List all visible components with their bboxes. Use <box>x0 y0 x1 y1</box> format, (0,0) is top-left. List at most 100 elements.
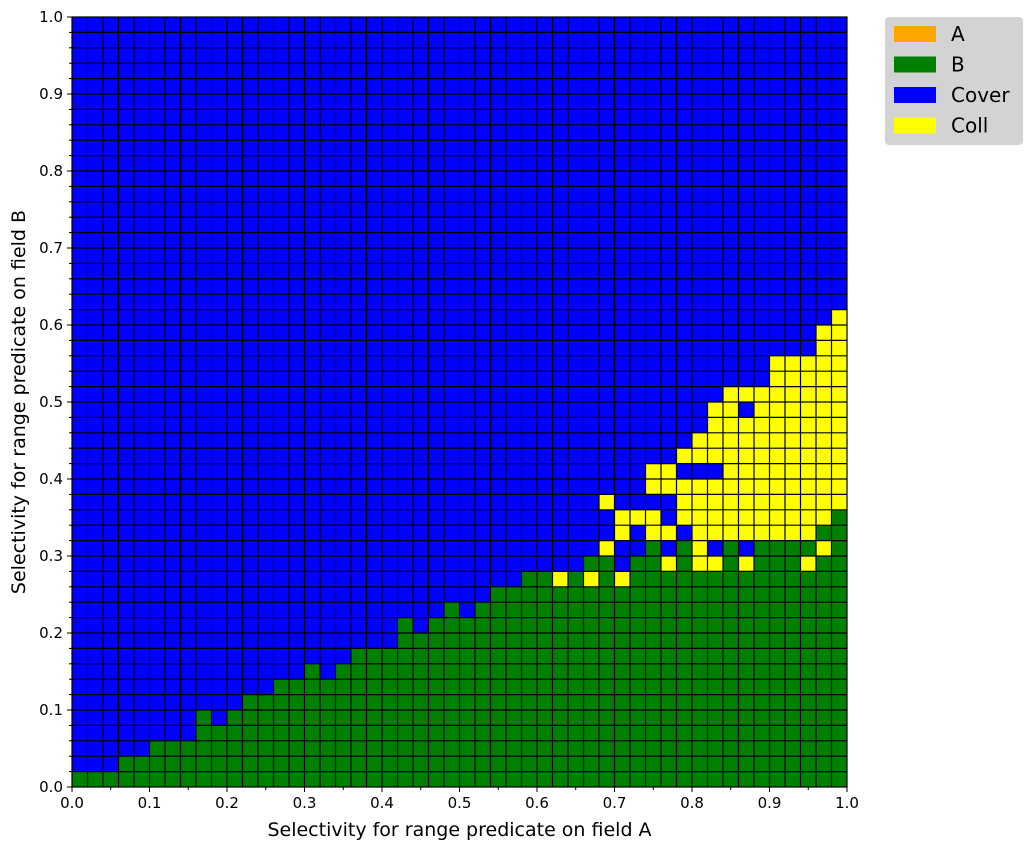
heatmap-cell-cover <box>676 371 692 387</box>
heatmap-cell-cover <box>692 386 708 402</box>
heatmap-cell-coll <box>785 432 801 449</box>
heatmap-cell-cover <box>320 124 336 141</box>
heatmap-cell-cover <box>785 171 801 187</box>
heatmap-cell-cover <box>320 463 336 479</box>
heatmap-cell-cover <box>506 155 522 171</box>
heatmap-cell-cover <box>149 479 165 495</box>
heatmap-cell-cover <box>537 340 553 356</box>
heatmap-cell-cover <box>149 325 165 341</box>
heatmap-cell-b <box>258 771 274 787</box>
heatmap-cell-cover <box>273 94 289 110</box>
heatmap-cell-cover <box>738 309 754 325</box>
heatmap-cell-cover <box>87 710 103 726</box>
heatmap-cell-cover <box>738 248 754 264</box>
heatmap-cell-b <box>568 725 584 741</box>
heatmap-cell-b <box>490 740 506 757</box>
heatmap-cell-b <box>583 663 599 680</box>
heatmap-cell-cover <box>382 463 398 479</box>
heatmap-cell-cover <box>645 402 661 418</box>
heatmap-cell-cover <box>351 294 367 310</box>
heatmap-cell-cover <box>211 448 227 464</box>
heatmap-cell-cover <box>599 186 615 202</box>
heatmap-cell-b <box>506 663 522 680</box>
heatmap-cell-cover <box>134 371 150 387</box>
heatmap-cell-cover <box>289 417 305 433</box>
heatmap-cell-cover <box>754 32 770 48</box>
heatmap-cell-cover <box>304 109 320 125</box>
heatmap-cell-b <box>692 710 708 726</box>
heatmap-cell-cover <box>242 340 258 356</box>
heatmap-cell-cover <box>692 463 708 479</box>
heatmap-cell-cover <box>537 201 553 218</box>
heatmap-cell-b <box>754 694 770 710</box>
heatmap-cell-cover <box>196 663 212 680</box>
heatmap-cell-b <box>382 679 398 695</box>
heatmap-cell-cover <box>661 201 677 218</box>
heatmap-cell-cover <box>800 325 816 341</box>
heatmap-cell-cover <box>413 278 429 295</box>
heatmap-cell-cover <box>785 124 801 141</box>
heatmap-cell-cover <box>320 155 336 171</box>
heatmap-cell-cover <box>258 679 274 695</box>
heatmap-cell-cover <box>490 63 506 79</box>
heatmap-cell-cover <box>227 402 243 418</box>
heatmap-cell-cover <box>676 186 692 202</box>
heatmap-cell-cover <box>72 232 88 248</box>
heatmap-cell-cover <box>754 294 770 310</box>
heatmap-cell-cover <box>397 586 413 603</box>
heatmap-cell-b <box>273 771 289 787</box>
heatmap-cell-cover <box>227 602 243 618</box>
heatmap-cell-b <box>785 602 801 618</box>
heatmap-cell-b <box>831 756 847 772</box>
heatmap-cell-cover <box>785 140 801 156</box>
heatmap-cell-cover <box>118 171 134 187</box>
heatmap-cell-b <box>661 740 677 757</box>
heatmap-cell-b <box>816 725 832 741</box>
heatmap-cell-b <box>707 771 723 787</box>
heatmap-cell-cover <box>103 663 119 680</box>
heatmap-cell-coll <box>831 479 847 495</box>
heatmap-cell-b <box>692 617 708 633</box>
heatmap-cell-cover <box>645 448 661 464</box>
heatmap-cell-cover <box>72 278 88 295</box>
heatmap-cell-cover <box>521 355 537 372</box>
heatmap-cell-cover <box>118 740 134 757</box>
heatmap-cell-cover <box>227 232 243 248</box>
heatmap-cell-cover <box>475 525 491 541</box>
heatmap-cell-b <box>258 694 274 710</box>
heatmap-cell-b <box>444 617 460 633</box>
heatmap-cell-coll <box>723 386 739 402</box>
heatmap-cell-cover <box>227 479 243 495</box>
heatmap-cell-b <box>304 725 320 741</box>
heatmap-cell-cover <box>490 309 506 325</box>
heatmap-cell-cover <box>72 756 88 772</box>
heatmap-cell-cover <box>180 140 196 156</box>
heatmap-cell-cover <box>831 109 847 125</box>
heatmap-cell-b <box>769 617 785 633</box>
heatmap-cell-cover <box>134 479 150 495</box>
heatmap-cell-coll <box>800 494 816 510</box>
heatmap-cell-cover <box>599 325 615 341</box>
heatmap-cell-cover <box>676 232 692 248</box>
heatmap-cell-cover <box>785 340 801 356</box>
heatmap-cell-b <box>568 663 584 680</box>
heatmap-cell-b <box>785 648 801 664</box>
heatmap-cell-cover <box>490 479 506 495</box>
x-tick-label: 0.7 <box>603 794 627 812</box>
heatmap-cell-cover <box>366 47 382 64</box>
heatmap-cell-cover <box>568 201 584 218</box>
heatmap-cell-b <box>258 740 274 757</box>
heatmap-cell-cover <box>475 217 491 233</box>
heatmap-cell-coll <box>738 479 754 495</box>
heatmap-cell-cover <box>444 325 460 341</box>
heatmap-cell-coll <box>676 494 692 510</box>
heatmap-cell-coll <box>645 479 661 495</box>
heatmap-cell-cover <box>723 248 739 264</box>
heatmap-cell-cover <box>227 525 243 541</box>
heatmap-cell-cover <box>676 94 692 110</box>
heatmap-cell-cover <box>645 17 661 33</box>
heatmap-cell-cover <box>568 309 584 325</box>
heatmap-cell-cover <box>134 633 150 649</box>
heatmap-cell-b <box>816 586 832 603</box>
heatmap-cell-cover <box>490 17 506 33</box>
